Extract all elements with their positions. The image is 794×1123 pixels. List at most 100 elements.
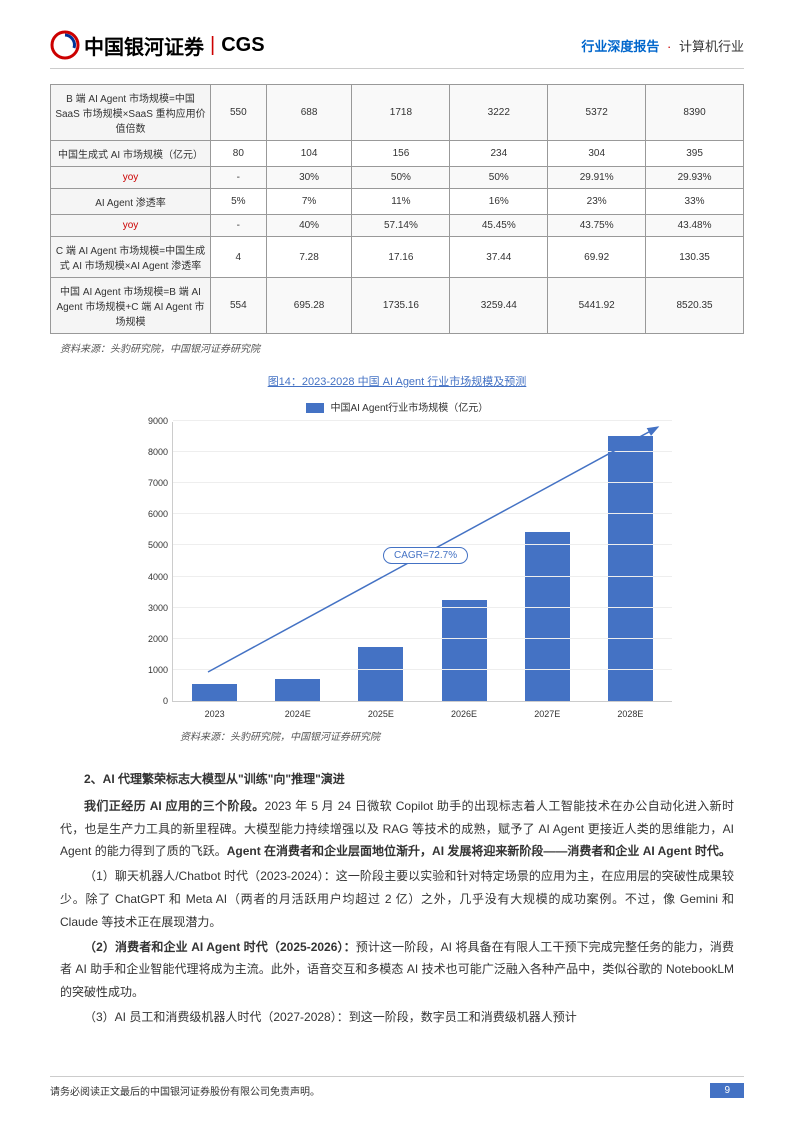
table-cell: 554	[211, 278, 267, 334]
bar-wrapper: 2023	[185, 422, 245, 701]
table-cell: 43.75%	[548, 215, 646, 237]
table-cell: 304	[548, 141, 646, 167]
x-label: 2027E	[517, 709, 577, 719]
table-cell: 50%	[450, 167, 548, 189]
chart-title: 图14：2023-2028 中国 AI Agent 行业市场规模及预测	[50, 373, 744, 389]
grid-line	[173, 513, 672, 514]
table-cell: 40%	[266, 215, 352, 237]
grid-line	[173, 451, 672, 452]
table-row-label: 中国 AI Agent 市场规模=B 端 AI Agent 市场规模+C 端 A…	[51, 278, 211, 334]
table-cell: 4	[211, 237, 267, 278]
table-cell: 43.48%	[646, 215, 744, 237]
y-tick: 7000	[128, 478, 168, 488]
table-cell: 57.14%	[352, 215, 450, 237]
y-tick: 8000	[128, 447, 168, 457]
table-cell: 11%	[352, 189, 450, 215]
x-label: 2025E	[351, 709, 411, 719]
cgs-logo-icon	[50, 30, 80, 60]
table-cell: 37.44	[450, 237, 548, 278]
x-label: 2023	[185, 709, 245, 719]
table-cell: 7.28	[266, 237, 352, 278]
chart-bar	[442, 600, 487, 701]
grid-line	[173, 544, 672, 545]
table-cell: 1718	[352, 85, 450, 141]
y-tick: 1000	[128, 665, 168, 675]
grid-line	[173, 420, 672, 421]
logo-text-en: CGS	[221, 34, 264, 57]
table-cell: 7%	[266, 189, 352, 215]
logo-divider: |	[210, 34, 215, 57]
header-dot: ·	[667, 39, 671, 54]
header-category: 行业深度报告	[581, 39, 659, 54]
section-title: 2、AI 代理繁荣标志大模型从"训练"向"推理"演进	[60, 768, 734, 791]
legend-swatch	[306, 403, 324, 413]
y-tick: 4000	[128, 572, 168, 582]
page-header: 中国银河证券 | CGS 行业深度报告 · 计算机行业	[50, 30, 744, 69]
chart-bar	[192, 684, 237, 701]
logo-section: 中国银河证券 | CGS	[50, 30, 265, 60]
table-cell: 29.91%	[548, 167, 646, 189]
y-tick: 6000	[128, 509, 168, 519]
grid-line	[173, 638, 672, 639]
paragraph-4: （3）AI 员工和消费级机器人时代（2027-2028）：到这一阶段，数字员工和…	[60, 1006, 734, 1029]
paragraph-2: （1）聊天机器人/Chatbot 时代（2023-2024）：这一阶段主要以实验…	[60, 865, 734, 933]
market-table: B 端 AI Agent 市场规模=中国 SaaS 市场规模×SaaS 重构应用…	[50, 84, 744, 334]
table-cell: 17.16	[352, 237, 450, 278]
page-footer: 请务必阅读正文最后的中国银河证券股份有限公司免责声明。 9	[50, 1076, 744, 1098]
table-row-label: B 端 AI Agent 市场规模=中国 SaaS 市场规模×SaaS 重构应用…	[51, 85, 211, 141]
header-industry: 计算机行业	[679, 39, 744, 54]
x-label: 2026E	[434, 709, 494, 719]
table-cell: 16%	[450, 189, 548, 215]
body-text: 2、AI 代理繁荣标志大模型从"训练"向"推理"演进 我们正经历 AI 应用的三…	[50, 768, 744, 1029]
table-cell: 3222	[450, 85, 548, 141]
grid-line	[173, 576, 672, 577]
paragraph-3: （2）消费者和企业 AI Agent 时代（2025-2026）：预计这一阶段，…	[60, 936, 734, 1004]
x-label: 2028E	[600, 709, 660, 719]
bar-wrapper: 2028E	[600, 422, 660, 701]
table-cell: 3259.44	[450, 278, 548, 334]
table-cell: 234	[450, 141, 548, 167]
chart-bar	[358, 647, 403, 701]
table-cell: 550	[211, 85, 267, 141]
table-cell: 5372	[548, 85, 646, 141]
table-cell: 8390	[646, 85, 744, 141]
table-cell: 5441.92	[548, 278, 646, 334]
table-cell: 33%	[646, 189, 744, 215]
cagr-label: CAGR=72.7%	[383, 547, 468, 564]
legend-text: 中国AI Agent行业市场规模（亿元）	[330, 403, 488, 414]
table-cell: 695.28	[266, 278, 352, 334]
table-row-label: C 端 AI Agent 市场规模=中国生成式 AI 市场规模×AI Agent…	[51, 237, 211, 278]
chart-container: 中国AI Agent行业市场规模（亿元） CAGR=72.7% 2023 2024…	[122, 399, 672, 702]
table-row-label: yoy	[51, 215, 211, 237]
chart-bar	[525, 532, 570, 701]
table-cell: 23%	[548, 189, 646, 215]
table-cell: 1735.16	[352, 278, 450, 334]
y-tick: 2000	[128, 634, 168, 644]
y-tick: 0	[128, 696, 168, 706]
grid-line	[173, 482, 672, 483]
plot-area: CAGR=72.7% 20232024E2025E2026E2027E2028E…	[172, 422, 672, 702]
grid-line	[173, 607, 672, 608]
paragraph-1: 我们正经历 AI 应用的三个阶段。2023 年 5 月 24 日微软 Copil…	[60, 795, 734, 863]
header-right: 行业深度报告 · 计算机行业	[581, 36, 744, 55]
table-cell: 29.93%	[646, 167, 744, 189]
y-tick: 3000	[128, 603, 168, 613]
table-source: 资料来源：头豹研究院，中国银河证券研究院	[60, 340, 744, 355]
table-cell: -	[211, 215, 267, 237]
table-cell: 30%	[266, 167, 352, 189]
table-cell: 130.35	[646, 237, 744, 278]
chart-bar	[608, 436, 653, 701]
chart-bar	[275, 679, 320, 701]
table-row-label: 中国生成式 AI 市场规模（亿元）	[51, 141, 211, 167]
bar-wrapper: 2027E	[517, 422, 577, 701]
table-row-label: AI Agent 渗透率	[51, 189, 211, 215]
bar-wrapper: 2024E	[268, 422, 328, 701]
footer-disclaimer: 请务必阅读正文最后的中国银河证券股份有限公司免责声明。	[50, 1083, 320, 1098]
x-label: 2024E	[268, 709, 328, 719]
table-cell: 8520.35	[646, 278, 744, 334]
table-cell: 395	[646, 141, 744, 167]
chart-source: 资料来源：头豹研究院，中国银河证券研究院	[180, 728, 744, 743]
table-cell: 156	[352, 141, 450, 167]
table-cell: 688	[266, 85, 352, 141]
table-cell: 69.92	[548, 237, 646, 278]
